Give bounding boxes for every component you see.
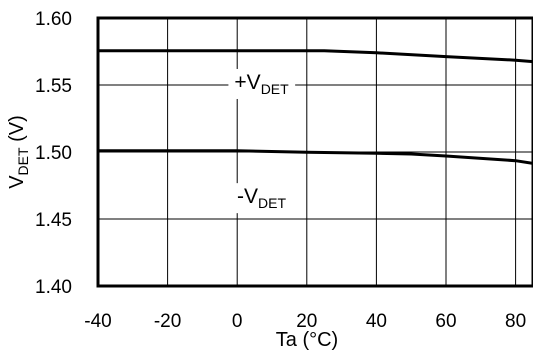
x-tick-label: 80: [505, 311, 526, 332]
y-axis-label-suffix: (V): [6, 115, 28, 147]
y-tick-label: 1.55: [35, 76, 72, 97]
y-tick-label: 1.60: [35, 9, 72, 30]
series-label-0: +VDET: [234, 71, 289, 97]
plot-frame: [96, 16, 533, 288]
series-line-0: [98, 49, 533, 64]
x-tick-label: -40: [84, 311, 111, 332]
x-tick-label: 40: [366, 311, 387, 332]
series-labels: +VDET-VDET: [228, 68, 296, 214]
series-label-1: -VDET: [237, 185, 286, 211]
y-tick-label: 1.40: [35, 277, 72, 298]
series-label-sub: DET: [261, 81, 289, 97]
series-label-background: [228, 68, 296, 99]
y-tick-label: 1.45: [35, 210, 72, 231]
series-label-main: +V: [234, 71, 260, 94]
series-lines: [98, 49, 533, 165]
series-label-main: -V: [237, 185, 258, 208]
series-line-1: [98, 149, 533, 165]
y-tick-label: 1.50: [35, 143, 72, 164]
x-tick-label: 20: [296, 311, 317, 332]
x-axis-label: Ta (°C): [276, 329, 338, 351]
x-tick-label: 60: [435, 311, 456, 332]
x-tick-labels: -40 -20 0 20 40 60 80: [84, 311, 526, 332]
y-axis-label-sub: DET: [15, 147, 31, 175]
series-label-background: [231, 183, 293, 214]
y-axis-label: VDET (V): [6, 115, 31, 189]
x-tick-label: 0: [232, 311, 243, 332]
grid-lines: [98, 18, 533, 286]
y-tick-labels: 1.40 1.45 1.50 1.55 1.60: [35, 9, 72, 298]
series-label-sub: DET: [258, 195, 286, 211]
x-tick-label: -20: [154, 311, 181, 332]
y-axis-label-main: V: [6, 175, 28, 189]
